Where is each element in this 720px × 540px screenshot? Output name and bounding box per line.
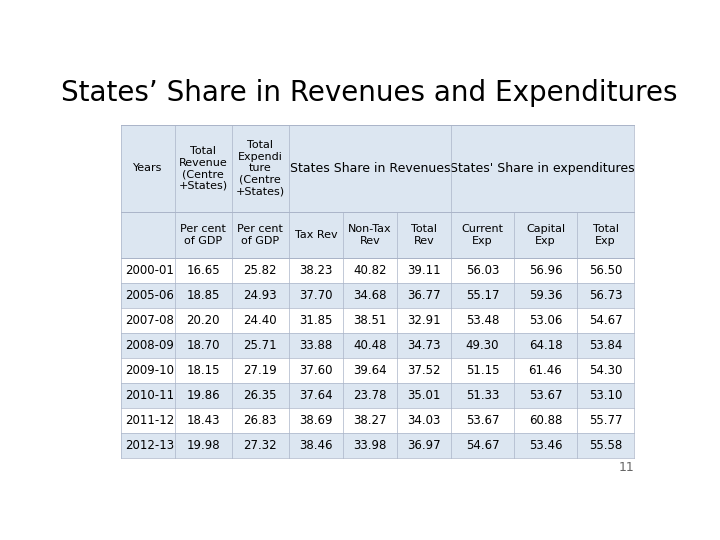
- Text: 34.68: 34.68: [353, 289, 387, 302]
- Text: 37.52: 37.52: [407, 364, 441, 377]
- Text: 36.97: 36.97: [407, 439, 441, 452]
- Text: 38.51: 38.51: [354, 314, 387, 327]
- Text: 38.27: 38.27: [353, 414, 387, 427]
- Text: 24.40: 24.40: [243, 314, 277, 327]
- Text: 53.67: 53.67: [528, 389, 562, 402]
- Text: 37.60: 37.60: [299, 364, 333, 377]
- Text: Tax Rev: Tax Rev: [294, 230, 337, 240]
- Text: 39.64: 39.64: [353, 364, 387, 377]
- Bar: [121, 433, 634, 458]
- Text: 40.48: 40.48: [353, 339, 387, 352]
- Bar: [121, 125, 634, 212]
- Text: 25.82: 25.82: [243, 264, 277, 277]
- Text: 56.50: 56.50: [589, 264, 622, 277]
- Text: 55.77: 55.77: [589, 414, 622, 427]
- Text: 39.11: 39.11: [407, 264, 441, 277]
- Text: 51.33: 51.33: [466, 389, 499, 402]
- Text: 38.46: 38.46: [299, 439, 333, 452]
- Text: 2007-08: 2007-08: [125, 314, 174, 327]
- Text: States' Share in expenditures: States' Share in expenditures: [450, 162, 635, 175]
- Text: 59.36: 59.36: [528, 289, 562, 302]
- Text: 2009-10: 2009-10: [125, 364, 174, 377]
- Text: 53.48: 53.48: [466, 314, 499, 327]
- Text: 26.35: 26.35: [243, 389, 277, 402]
- Text: 54.67: 54.67: [466, 439, 499, 452]
- Text: 19.98: 19.98: [186, 439, 220, 452]
- Text: 55.58: 55.58: [589, 439, 622, 452]
- Text: 53.67: 53.67: [466, 414, 499, 427]
- Text: 18.43: 18.43: [186, 414, 220, 427]
- Text: 25.71: 25.71: [243, 339, 277, 352]
- Text: 55.17: 55.17: [466, 289, 499, 302]
- Text: 33.88: 33.88: [300, 339, 333, 352]
- Text: 23.78: 23.78: [353, 389, 387, 402]
- Text: 40.82: 40.82: [353, 264, 387, 277]
- Text: 11: 11: [618, 461, 634, 474]
- Text: 37.70: 37.70: [299, 289, 333, 302]
- Text: Per cent
of GDP: Per cent of GDP: [180, 224, 226, 246]
- Bar: [121, 283, 634, 308]
- Text: 2012-13: 2012-13: [125, 439, 174, 452]
- Text: 56.96: 56.96: [528, 264, 562, 277]
- Text: 2008-09: 2008-09: [125, 339, 174, 352]
- Text: 38.23: 38.23: [299, 264, 333, 277]
- Text: 60.88: 60.88: [528, 414, 562, 427]
- Text: 36.77: 36.77: [407, 289, 441, 302]
- Text: 53.84: 53.84: [589, 339, 622, 352]
- Text: 64.18: 64.18: [528, 339, 562, 352]
- Text: 38.69: 38.69: [299, 414, 333, 427]
- Bar: [121, 383, 634, 408]
- Text: 35.01: 35.01: [408, 389, 441, 402]
- Text: 19.86: 19.86: [186, 389, 220, 402]
- Text: Current
Exp: Current Exp: [462, 224, 503, 246]
- Text: 34.03: 34.03: [408, 414, 441, 427]
- Text: 53.46: 53.46: [528, 439, 562, 452]
- Bar: [121, 333, 634, 358]
- Text: Per cent
of GDP: Per cent of GDP: [238, 224, 283, 246]
- Text: Non-Tax
Rev: Non-Tax Rev: [348, 224, 392, 246]
- Text: 16.65: 16.65: [186, 264, 220, 277]
- Bar: [121, 258, 634, 283]
- Text: 18.85: 18.85: [186, 289, 220, 302]
- Text: 27.19: 27.19: [243, 364, 277, 377]
- Text: 37.64: 37.64: [299, 389, 333, 402]
- Text: 54.30: 54.30: [589, 364, 622, 377]
- Text: Total
Exp: Total Exp: [593, 224, 618, 246]
- Text: 51.15: 51.15: [466, 364, 499, 377]
- Text: States’ Share in Revenues and Expenditures: States’ Share in Revenues and Expenditur…: [60, 79, 678, 107]
- Text: 18.15: 18.15: [186, 364, 220, 377]
- Text: Capital
Exp: Capital Exp: [526, 224, 565, 246]
- Text: Total
Expendi
ture
(Centre
+States): Total Expendi ture (Centre +States): [235, 140, 285, 197]
- Text: 56.73: 56.73: [589, 289, 622, 302]
- Text: 56.03: 56.03: [466, 264, 499, 277]
- Text: Total
Rev: Total Rev: [411, 224, 437, 246]
- Text: Total
Revenue
(Centre
+States): Total Revenue (Centre +States): [179, 146, 228, 191]
- Bar: [121, 358, 634, 383]
- Text: 61.46: 61.46: [528, 364, 562, 377]
- Text: 24.93: 24.93: [243, 289, 277, 302]
- Bar: [121, 308, 634, 333]
- Bar: [121, 212, 634, 258]
- Text: 53.06: 53.06: [528, 314, 562, 327]
- Text: 2010-11: 2010-11: [125, 389, 174, 402]
- Bar: [121, 408, 634, 433]
- Text: 32.91: 32.91: [407, 314, 441, 327]
- Text: 27.32: 27.32: [243, 439, 277, 452]
- Text: Years: Years: [133, 163, 163, 173]
- Text: 2005-06: 2005-06: [125, 289, 174, 302]
- Text: 31.85: 31.85: [299, 314, 333, 327]
- Text: 54.67: 54.67: [589, 314, 622, 327]
- Text: 20.20: 20.20: [186, 314, 220, 327]
- Text: States Share in Revenues: States Share in Revenues: [289, 162, 450, 175]
- Text: 2011-12: 2011-12: [125, 414, 174, 427]
- Text: 26.83: 26.83: [243, 414, 277, 427]
- Text: 2000-01: 2000-01: [125, 264, 174, 277]
- Text: 49.30: 49.30: [466, 339, 499, 352]
- Text: 53.10: 53.10: [589, 389, 622, 402]
- Text: 34.73: 34.73: [407, 339, 441, 352]
- Text: 18.70: 18.70: [186, 339, 220, 352]
- Text: 33.98: 33.98: [354, 439, 387, 452]
